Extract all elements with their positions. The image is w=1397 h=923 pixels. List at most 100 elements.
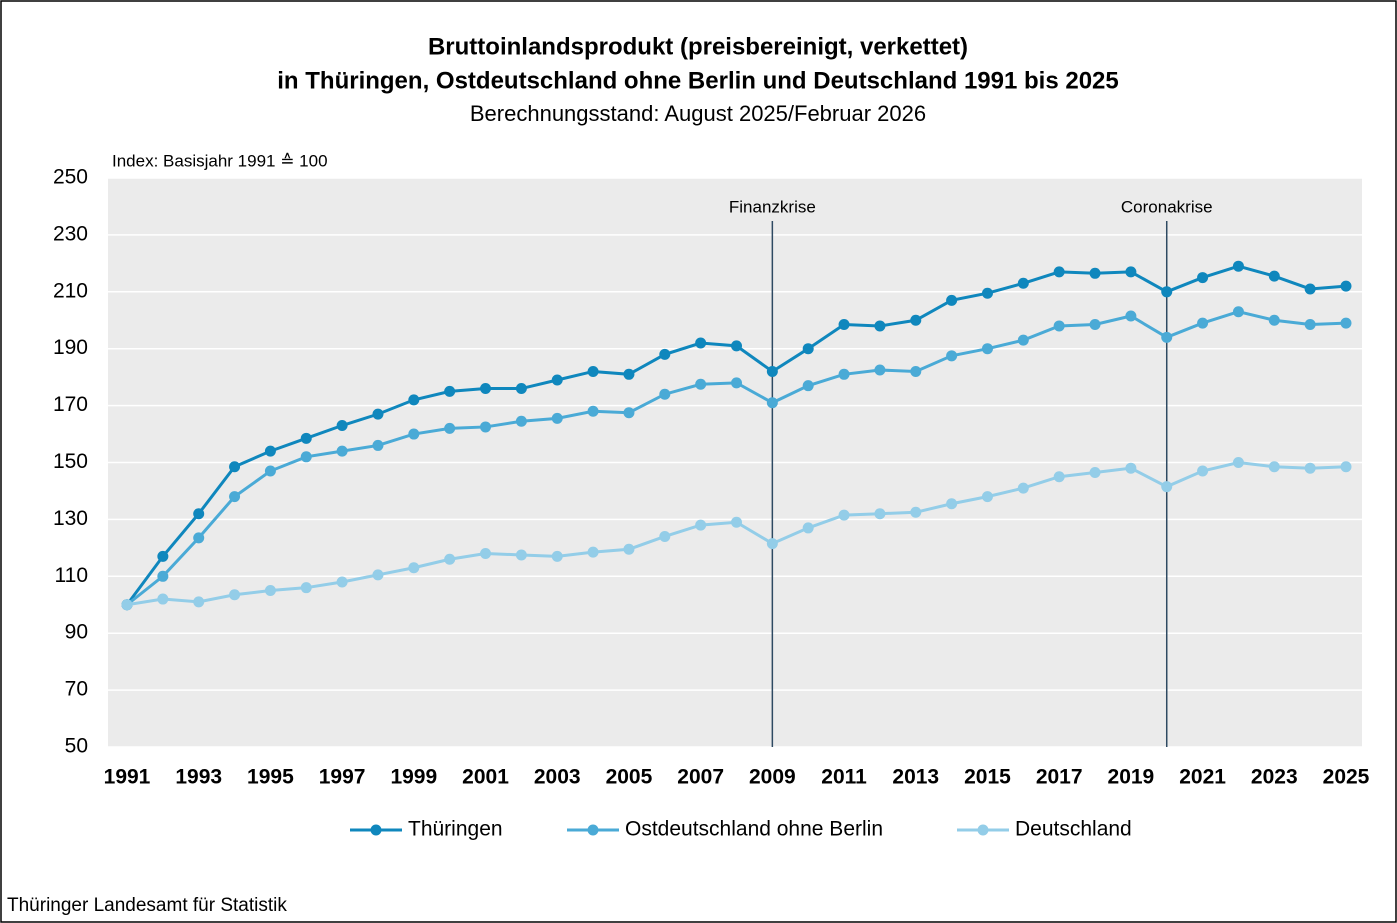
x-tick-label: 1999: [390, 766, 437, 789]
data-point: [587, 546, 599, 558]
data-point: [1089, 466, 1101, 478]
x-tick-label: 2011: [821, 766, 867, 789]
y-tick-label: 90: [65, 621, 88, 644]
data-point: [731, 377, 742, 389]
annotation-text: Coronakrise: [1121, 197, 1213, 216]
y-tick-label: 50: [65, 735, 88, 758]
data-point: [157, 593, 169, 605]
x-tick-label: 2003: [534, 766, 581, 789]
data-point: [766, 538, 778, 550]
data-point: [551, 550, 563, 562]
data-point: [336, 420, 348, 432]
data-point: [1161, 481, 1173, 493]
y-tick-label: 190: [53, 336, 88, 359]
data-point: [515, 549, 527, 561]
legend-marker: [370, 824, 382, 836]
data-point: [1197, 272, 1209, 284]
data-point: [515, 383, 527, 395]
legend-marker: [587, 824, 599, 836]
data-point: [731, 516, 742, 528]
data-point: [193, 532, 205, 544]
data-point: [838, 319, 850, 331]
chart-title: in Thüringen, Ostdeutschland ohne Berlin…: [277, 67, 1119, 94]
data-point: [229, 461, 241, 473]
source: Thüringer Landesamt für Statistik: [7, 895, 287, 916]
data-point: [695, 337, 707, 349]
x-tick-label: 1993: [175, 766, 222, 789]
y-tick-label: 170: [53, 393, 88, 416]
data-point: [659, 388, 671, 400]
data-point: [695, 519, 707, 531]
data-point: [910, 365, 922, 377]
y-tick-label: 210: [53, 279, 88, 302]
data-point: [300, 582, 312, 594]
data-point: [1017, 277, 1029, 289]
data-point: [264, 585, 276, 597]
data-point: [838, 509, 850, 521]
data-point: [1053, 266, 1065, 278]
legend-label: Deutschland: [1015, 818, 1132, 841]
data-point: [1340, 461, 1352, 473]
data-point: [408, 394, 420, 406]
data-point: [336, 576, 348, 588]
data-point: [1125, 462, 1137, 474]
data-point: [1232, 260, 1244, 272]
x-tick-label: 2021: [1179, 766, 1226, 789]
x-tick-label: 2007: [677, 766, 724, 789]
data-point: [802, 522, 814, 534]
data-point: [336, 445, 348, 457]
y-tick-label: 130: [53, 507, 88, 530]
data-point: [1340, 317, 1352, 329]
data-point: [659, 530, 671, 542]
data-point: [802, 380, 814, 392]
data-point: [193, 508, 205, 520]
data-point: [300, 432, 312, 444]
data-point: [444, 422, 456, 434]
chart-title: Bruttoinlandsprodukt (preisbereinigt, ve…: [428, 33, 968, 60]
data-point: [1017, 334, 1029, 346]
data-point: [874, 508, 886, 520]
data-point: [1232, 457, 1244, 468]
data-point: [372, 439, 384, 451]
data-point: [946, 294, 958, 306]
data-point: [1268, 270, 1280, 282]
data-point: [1053, 471, 1065, 483]
data-point: [695, 378, 707, 390]
data-point: [946, 498, 958, 510]
data-point: [1089, 267, 1101, 279]
data-point: [551, 374, 563, 386]
y-axis-label: Index: Basisjahr 1991 ≙ 100: [112, 151, 328, 170]
chart-subtitle: Berechnungsstand: August 2025/Februar 20…: [470, 101, 926, 126]
data-point: [587, 365, 599, 377]
annotation-text: Finanzkrise: [729, 197, 816, 216]
data-point: [1232, 306, 1244, 318]
data-point: [121, 599, 133, 611]
data-point: [1197, 317, 1209, 329]
x-tick-label: 2025: [1323, 766, 1370, 789]
data-point: [480, 548, 492, 560]
data-point: [1304, 283, 1316, 295]
data-point: [874, 320, 886, 332]
data-point: [157, 570, 169, 582]
x-tick-label: 2023: [1251, 766, 1298, 789]
data-point: [659, 348, 671, 360]
data-point: [838, 368, 850, 380]
data-point: [193, 596, 205, 608]
y-tick-label: 150: [53, 450, 88, 473]
data-point: [981, 343, 993, 355]
data-point: [300, 451, 312, 463]
data-point: [1161, 286, 1173, 298]
data-point: [1304, 462, 1316, 474]
data-point: [480, 383, 492, 395]
data-point: [229, 589, 241, 601]
data-point: [1053, 320, 1065, 332]
data-point: [515, 415, 527, 427]
data-point: [731, 340, 742, 352]
legend-label: Thüringen: [408, 818, 503, 841]
data-point: [372, 569, 384, 581]
data-point: [264, 445, 276, 457]
data-point: [910, 314, 922, 326]
x-tick-label: 2001: [462, 766, 509, 789]
y-tick-label: 250: [53, 166, 88, 189]
